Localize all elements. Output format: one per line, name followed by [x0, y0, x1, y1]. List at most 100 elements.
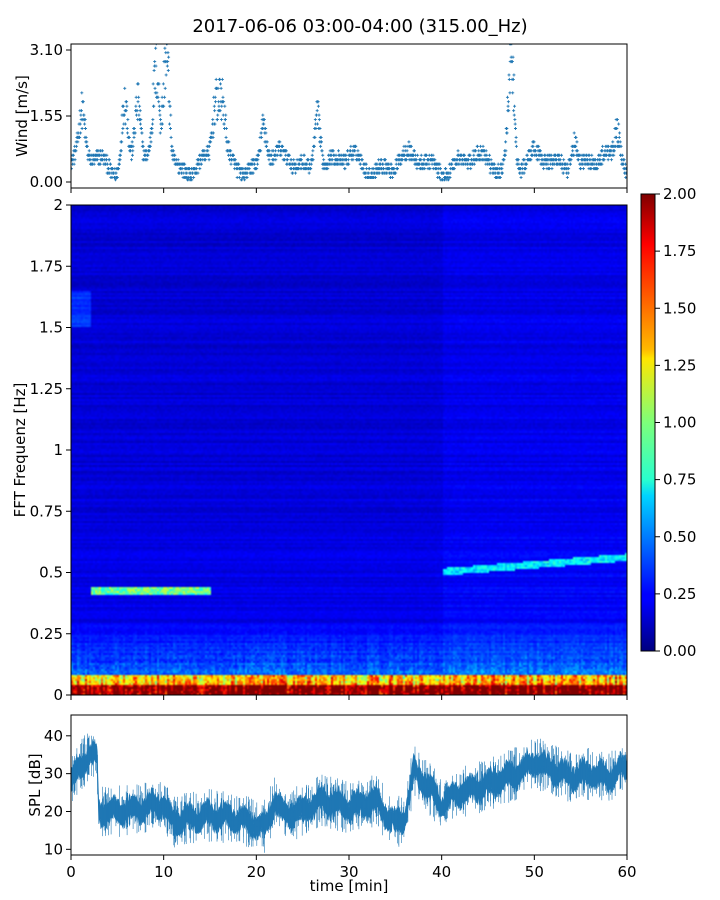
wind-point: [504, 149, 508, 153]
colorbar-tick-label: 1.00: [663, 414, 696, 432]
wind-point: [237, 162, 241, 166]
wind-point: [84, 135, 88, 139]
wind-point: [399, 162, 403, 166]
wind-point: [222, 100, 226, 104]
wind-point: [615, 118, 619, 122]
wind-point: [207, 153, 211, 157]
wind-point: [72, 162, 76, 166]
wind-point: [322, 158, 326, 162]
wind-y-ticks: 0.00 1.55 3.10: [30, 41, 71, 191]
wind-point: [481, 144, 485, 148]
wind-point: [216, 113, 220, 117]
wind-point: [168, 126, 172, 130]
wind-point: [310, 153, 314, 157]
wind-point: [319, 144, 323, 148]
spl-y-tick-label: 30: [44, 765, 63, 783]
wind-point: [124, 109, 128, 113]
wind-point: [125, 104, 129, 108]
wind-point: [423, 167, 427, 171]
wind-point: [448, 171, 452, 175]
wind-point: [127, 135, 131, 139]
spectrogram-image: [71, 205, 627, 695]
wind-point: [448, 176, 452, 180]
wind-point: [269, 153, 273, 157]
wind-point: [452, 167, 456, 171]
wind-point: [78, 135, 82, 139]
wind-point: [150, 126, 154, 130]
wind-point: [274, 158, 278, 162]
wind-point: [611, 140, 615, 144]
wind-point: [367, 167, 371, 171]
chart-title: 2017-06-06 03:00-04:00 (315.00_Hz): [192, 16, 527, 37]
wind-point: [438, 162, 442, 166]
wind-point: [155, 91, 159, 95]
wind-point: [501, 162, 505, 166]
wind-point: [194, 167, 198, 171]
wind-point: [109, 162, 113, 166]
wind-point: [514, 140, 518, 144]
wind-point: [118, 153, 122, 157]
spectrogram-y-tick-label: 1.75: [30, 257, 63, 275]
wind-point: [601, 144, 605, 148]
wind-point: [255, 167, 259, 171]
wind-point: [153, 60, 157, 64]
wind-point: [467, 158, 471, 162]
wind-point: [152, 104, 156, 108]
wind-point: [612, 153, 616, 157]
colorbar-tick-label: 0.50: [663, 528, 696, 546]
wind-point: [180, 167, 184, 171]
wind-point: [130, 158, 134, 162]
wind-point: [164, 44, 168, 46]
wind-point: [309, 162, 313, 166]
wind-point: [507, 77, 511, 81]
spectrogram-y-tick-label: 1.25: [30, 380, 63, 398]
wind-point: [133, 131, 137, 135]
wind-point: [485, 153, 489, 157]
wind-point: [237, 176, 241, 180]
wind-point: [148, 144, 152, 148]
wind-point: [256, 153, 260, 157]
wind-point: [172, 149, 176, 153]
wind-point: [433, 158, 437, 162]
wind-point: [78, 122, 82, 126]
wind-point: [192, 176, 196, 180]
wind-point: [151, 82, 155, 86]
wind-point: [291, 171, 295, 175]
wind-point: [105, 153, 109, 157]
wind-point: [569, 158, 573, 162]
wind-point: [409, 144, 413, 148]
wind-point: [612, 149, 616, 153]
wind-point: [509, 44, 513, 46]
spl-series: [71, 733, 627, 853]
wind-point: [224, 135, 228, 139]
wind-point: [82, 113, 86, 117]
wind-point: [281, 144, 285, 148]
wind-point: [463, 153, 467, 157]
wind-point: [158, 109, 162, 113]
spl-x-tick-label: 0: [66, 863, 76, 881]
wind-point: [364, 162, 368, 166]
wind-point: [360, 158, 364, 162]
colorbar-tick-label: 1.25: [663, 356, 696, 374]
wind-point: [79, 113, 83, 117]
wind-panel: 0.00 1.55 3.10 Wind [m/s]: [13, 41, 628, 193]
colorbar-tick-label: 1.75: [663, 242, 696, 260]
wind-point: [511, 77, 515, 81]
wind-point: [159, 118, 163, 122]
wind-point: [416, 153, 420, 157]
wind-point: [130, 153, 134, 157]
wind-point: [131, 144, 135, 148]
wind-point: [503, 153, 507, 157]
wind-point: [336, 149, 340, 153]
wind-point: [359, 153, 363, 157]
wind-point: [623, 162, 627, 166]
wind-point: [468, 153, 472, 157]
wind-point: [122, 113, 126, 117]
wind-point: [309, 167, 313, 171]
wind-point: [617, 135, 621, 139]
wind-point: [617, 122, 621, 126]
wind-point: [138, 104, 142, 108]
wind-point: [265, 144, 269, 148]
wind-point: [525, 162, 529, 166]
